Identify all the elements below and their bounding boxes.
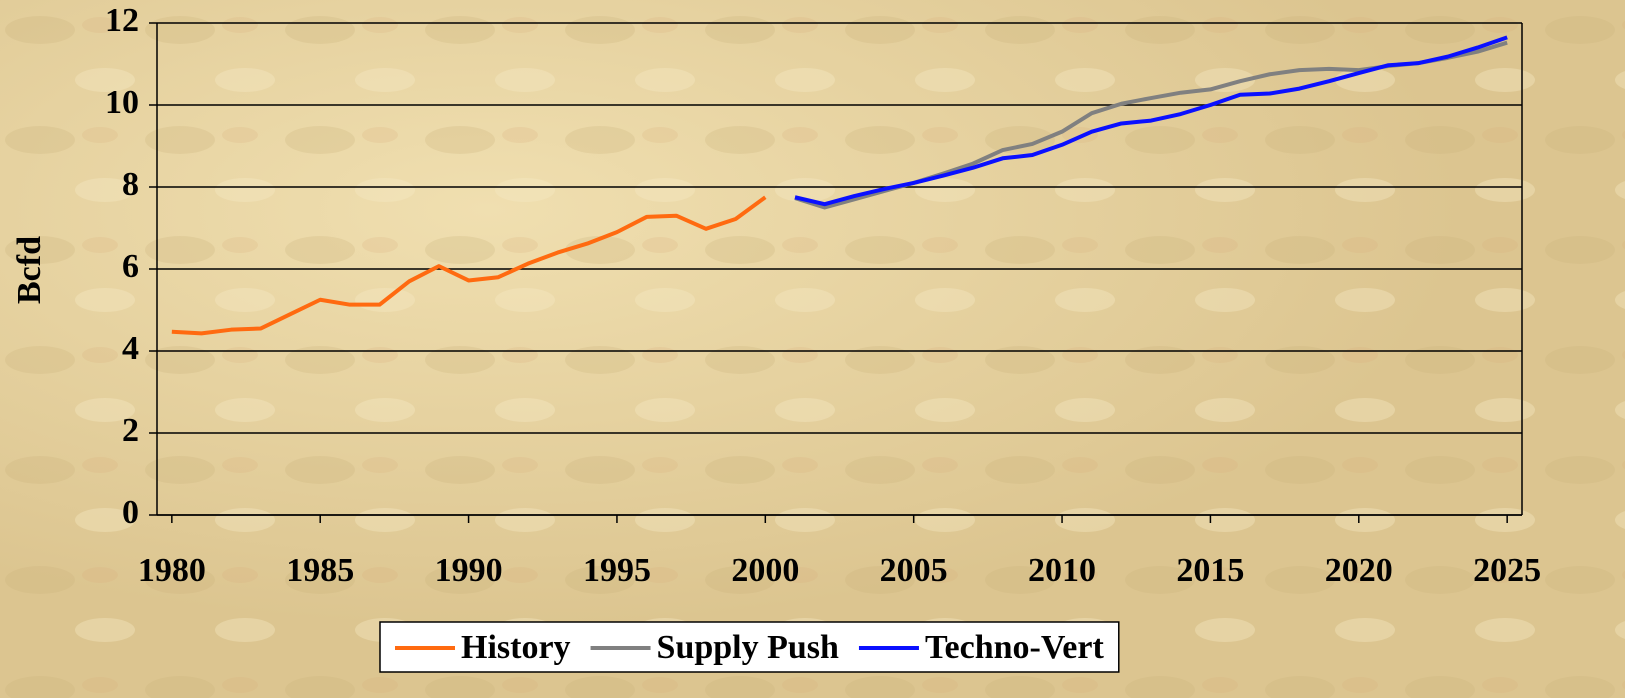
y-tick-label: 0: [122, 494, 139, 531]
x-tick-label: 2000: [731, 552, 799, 589]
line-series: [794, 35, 1508, 207]
x-tick-label: 1995: [583, 552, 651, 589]
y-tick-label: 2: [122, 412, 139, 449]
y-axis-label: Bcfd: [11, 236, 48, 304]
y-tick-label: 4: [122, 330, 139, 367]
legend-label: Techno-Vert: [925, 629, 1104, 666]
legend-label: Supply Push: [657, 629, 839, 666]
legend-box: [379, 621, 1120, 673]
y-tick-label: 10: [105, 84, 139, 121]
x-tick-label: 1990: [435, 552, 503, 589]
x-tick-label: 2005: [880, 552, 948, 589]
x-tick-label: 2015: [1176, 552, 1244, 589]
x-tick-label: 1980: [138, 552, 206, 589]
line-series: [171, 195, 767, 336]
y-tick-label: 12: [105, 2, 139, 39]
legend-label: History: [461, 629, 571, 666]
x-tick-label: 2025: [1473, 552, 1541, 589]
y-tick-label: 6: [122, 248, 139, 285]
x-tick-label: 1985: [286, 552, 354, 589]
x-tick-label: 2010: [1028, 552, 1096, 589]
y-tick-label: 8: [122, 166, 139, 203]
x-tick-label: 2020: [1325, 552, 1393, 589]
